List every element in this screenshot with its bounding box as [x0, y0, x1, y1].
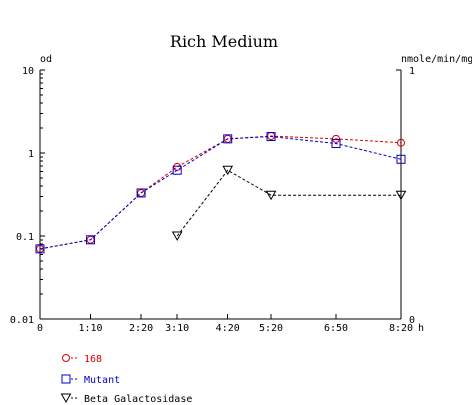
- square-marker: [331, 139, 341, 149]
- square-marker: [61, 374, 71, 384]
- x-axis-unit-label: h: [418, 323, 424, 334]
- y-right-axis-label: nmole/min/mg: [401, 54, 472, 65]
- circle-marker: [397, 138, 405, 147]
- circle-marker: [62, 354, 70, 362]
- y-right-tick-label: 0: [409, 315, 415, 326]
- x-tick-label: 8:20: [389, 323, 413, 334]
- x-tick-label: 4:20: [216, 323, 240, 334]
- series-square: [35, 132, 406, 254]
- x-tick-label: 1:10: [78, 323, 102, 334]
- legend-item: Beta Galactosidase: [60, 393, 192, 405]
- legend-label: Beta Galactosidase: [84, 394, 192, 405]
- square-marker: [172, 165, 182, 175]
- triangle-marker: [222, 165, 234, 176]
- legend: 168 Mutant Beta Galactosidase: [60, 354, 192, 405]
- square-marker: [266, 132, 276, 142]
- y-left-axis-label: od: [40, 54, 52, 65]
- series-triangle-down: [171, 165, 407, 242]
- series-line: [39, 135, 402, 250]
- x-tick-label: 5:20: [259, 323, 283, 334]
- y-left-tick-label: 10: [22, 66, 34, 77]
- legend-label: 168: [84, 354, 102, 365]
- square-marker: [223, 134, 233, 144]
- square-marker: [396, 154, 406, 164]
- series-line: [39, 136, 402, 250]
- triangle-marker: [171, 231, 183, 242]
- series-line: [176, 169, 401, 237]
- chart-title: Rich Medium: [170, 32, 278, 51]
- y-right-tick-label: 1: [409, 66, 415, 77]
- triangle-marker: [395, 190, 407, 201]
- circle-marker: [332, 134, 341, 143]
- x-tick-label: 6:50: [324, 323, 348, 334]
- legend-label: Mutant: [84, 375, 120, 386]
- y-left-tick-label: 1: [28, 149, 34, 160]
- x-tick-label: 0: [37, 323, 43, 334]
- triangle-marker: [60, 393, 72, 404]
- legend-item: Mutant: [61, 374, 120, 386]
- x-tick-label: 2:20: [129, 323, 153, 334]
- series-layer: [35, 132, 407, 254]
- x-tick-label: 3:10: [165, 323, 189, 334]
- y-left-tick-label: 0.1: [16, 232, 34, 243]
- series-circle: [36, 132, 405, 253]
- square-marker: [86, 235, 96, 245]
- circle-marker: [173, 162, 182, 171]
- square-marker: [35, 244, 45, 254]
- y-left-tick-label: 0.01: [10, 315, 34, 326]
- legend-item: 168: [62, 354, 102, 365]
- triangle-marker: [265, 190, 277, 201]
- square-marker: [136, 188, 146, 198]
